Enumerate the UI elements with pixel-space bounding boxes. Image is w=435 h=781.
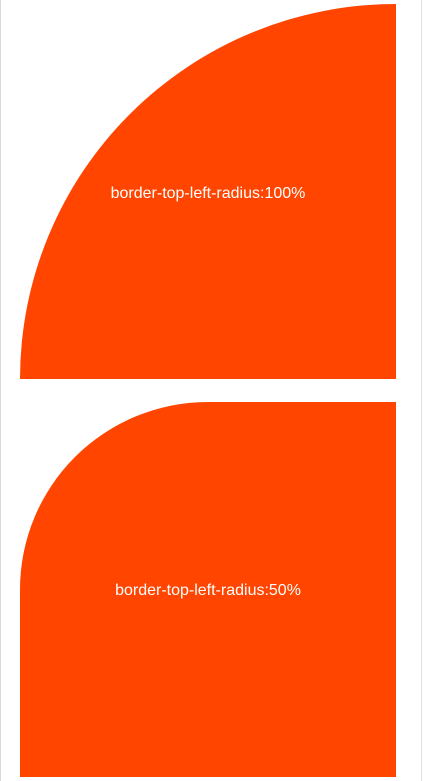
left-border-line [0,0,1,781]
radius-100-label: border-top-left-radius:100% [110,184,306,202]
right-scrollbar-edge [421,0,422,781]
radius-50-label: border-top-left-radius:50% [115,581,301,599]
radius-50-demo-box: border-top-left-radius:50% [20,402,396,777]
radius-100-demo-box: border-top-left-radius:100% [20,4,396,379]
